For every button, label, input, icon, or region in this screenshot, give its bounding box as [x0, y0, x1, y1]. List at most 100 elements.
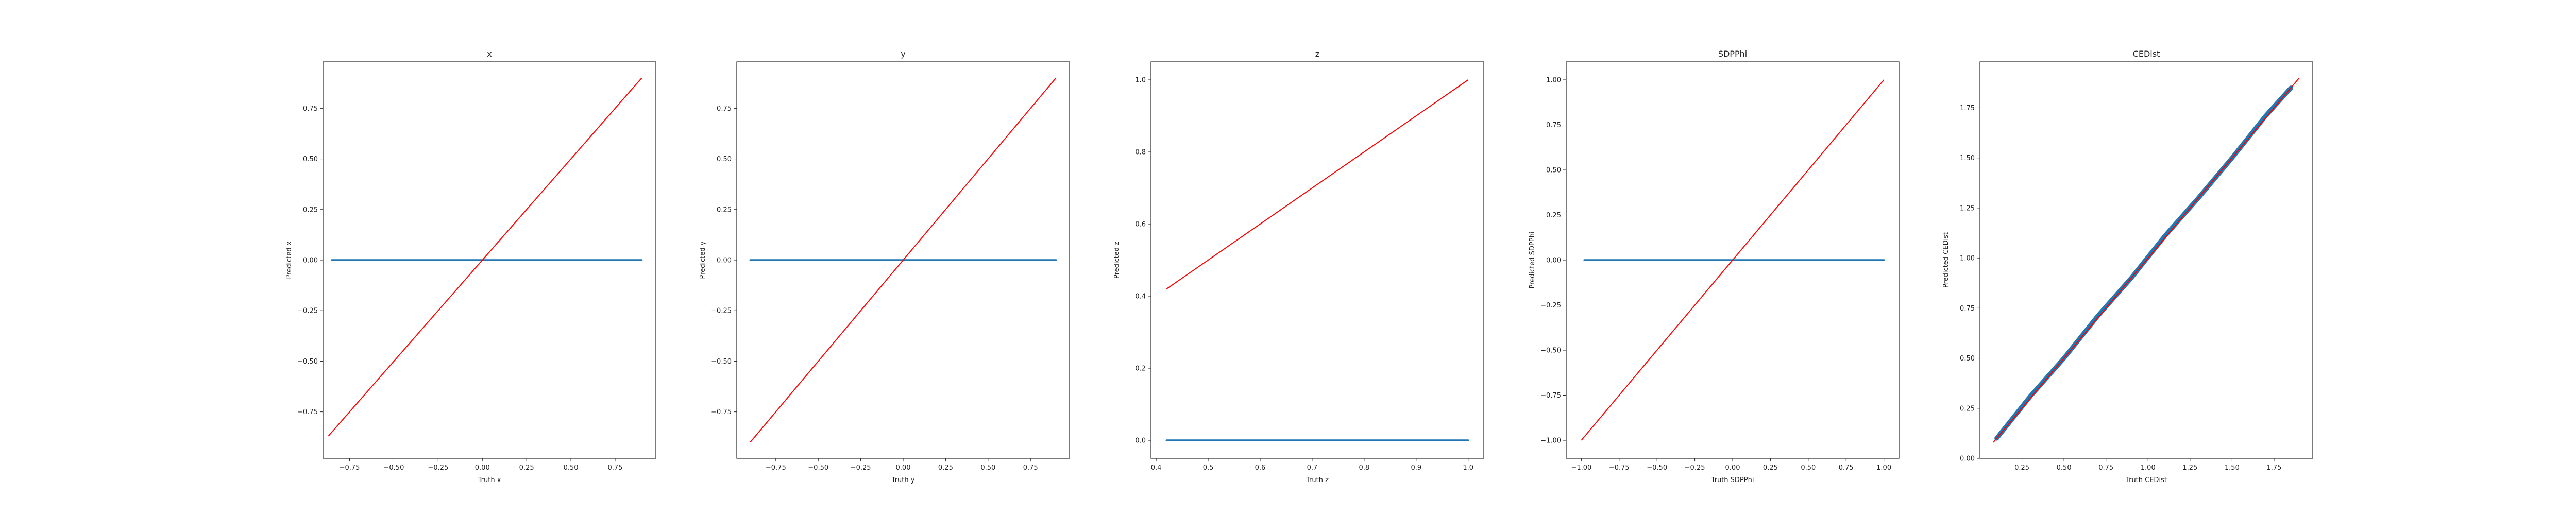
plot-area	[1993, 77, 2300, 443]
x-tick-label: 0.50	[1801, 464, 1816, 472]
x-tick-label: 0.00	[896, 464, 911, 472]
y-tick-label: 0.75	[1546, 122, 1561, 129]
y-tick-label: 0.25	[303, 206, 318, 214]
y-tick-label: −0.50	[1540, 347, 1561, 355]
x-tick-label: 0.25	[519, 464, 534, 472]
y-tick-label: 0.00	[1546, 257, 1561, 265]
y-tick-label: 0.8	[1135, 149, 1146, 157]
x-tick-label: −1.00	[1571, 464, 1591, 472]
y-tick-label: 1.0	[1135, 77, 1146, 84]
y-tick-label: 1.25	[1960, 204, 1975, 212]
data-point	[1467, 439, 1469, 441]
panel-2: 0.4 0.5 0.6 0.7 0.8 0.9 1.0 0.0 0.2 0.4 0.6 0.8 1.0 z…	[1113, 49, 1484, 484]
x-tick-label: 0.7	[1307, 464, 1318, 472]
x-tick-label: 0.9	[1411, 464, 1421, 472]
y-tick-label: 0.00	[717, 257, 732, 265]
axes-frame	[1150, 61, 1484, 459]
y-tick-label: 0.2	[1135, 365, 1146, 373]
chart-title: x	[487, 49, 492, 59]
diagonal-line	[1166, 79, 1469, 289]
x-tick-label: 0.4	[1151, 464, 1162, 472]
data-point	[1883, 259, 1885, 261]
y-tick-label: 1.00	[1960, 255, 1975, 263]
y-axis-label: Predicted x	[285, 241, 293, 279]
y-axis-label: Predicted z	[1113, 242, 1121, 279]
x-tick-label: 0.5	[1203, 464, 1214, 472]
x-tick-label: 1.25	[2182, 464, 2197, 472]
x-tick-label: 0.75	[1023, 464, 1038, 472]
y-tick-label: −1.00	[1540, 437, 1561, 445]
x-tick-label: 1.50	[2225, 464, 2240, 472]
x-tick-label: 0.00	[1725, 464, 1740, 472]
y-tick-label: 0.75	[1960, 305, 1975, 313]
x-tick-label: 0.75	[607, 464, 622, 472]
y-axis-label: Predicted y	[699, 241, 707, 279]
x-tick-label: 1.75	[2266, 464, 2281, 472]
diagonal-line	[1581, 79, 1885, 441]
x-axis-label: Truth CEDist	[2125, 476, 2167, 484]
x-tick-label: 0.75	[2098, 464, 2113, 472]
x-axis-label: Truth z	[1306, 476, 1329, 484]
y-tick-label: 0.0	[1135, 437, 1146, 445]
y-tick-label: 0.00	[303, 257, 318, 265]
y-tick-label: 0.6	[1135, 221, 1146, 229]
data-point	[1055, 259, 1057, 261]
y-tick-label: 1.75	[1960, 105, 1975, 112]
data-point	[1583, 259, 1585, 261]
x-axis-label: Truth x	[478, 476, 501, 484]
y-tick-label: −0.25	[297, 307, 318, 315]
chart-title: z	[1315, 49, 1319, 59]
x-tick-label: 1.00	[1876, 464, 1891, 472]
x-tick-label: 0.6	[1255, 464, 1266, 472]
chart-title: SDPPhi	[1718, 49, 1747, 59]
y-tick-label: 0.50	[717, 156, 732, 163]
x-tick-label: −0.50	[384, 464, 404, 472]
y-tick-label: −0.25	[1540, 302, 1561, 310]
y-tick-label: 0.25	[717, 206, 732, 214]
plot-area	[749, 77, 1057, 443]
y-tick-label: 1.50	[1960, 154, 1975, 162]
x-tick-label: −0.50	[808, 464, 828, 472]
x-axis-label: Truth y	[891, 476, 915, 484]
panel-1: −0.75 −0.50 −0.25 0.00 0.25 0.50 0.75 −0.75 −0.5…	[699, 49, 1070, 484]
axes-frame	[1979, 61, 2313, 459]
y-tick-label: 0.75	[717, 105, 732, 113]
y-tick-label: −0.75	[711, 408, 732, 416]
x-tick-label: 0.25	[2014, 464, 2029, 472]
x-tick-label: −0.25	[1685, 464, 1705, 472]
x-tick-label: 0.50	[980, 464, 995, 472]
y-tick-label: 0.00	[1960, 455, 1975, 463]
diagonal-line	[328, 77, 642, 437]
x-tick-label: −0.75	[1609, 464, 1630, 472]
data-point	[331, 259, 333, 261]
x-tick-label: −0.25	[851, 464, 871, 472]
panel-0: −0.75 −0.50 −0.25 0.00 0.25 0.50 0.75 −0.75 −0.5…	[285, 49, 656, 484]
x-tick-label: −0.50	[1647, 464, 1667, 472]
x-tick-label: 1.00	[2141, 464, 2156, 472]
x-tick-label: 0.25	[1763, 464, 1778, 472]
chart-title: CEDist	[2133, 49, 2160, 59]
y-tick-label: 0.50	[1960, 355, 1975, 363]
y-tick-label: 0.4	[1135, 293, 1146, 301]
y-tick-label: 0.50	[303, 156, 318, 163]
x-tick-label: 0.8	[1359, 464, 1370, 472]
plot-area	[1581, 79, 1885, 441]
x-tick-label: 0.50	[2057, 464, 2072, 472]
x-tick-label: −0.75	[340, 464, 360, 472]
diagonal-line	[1993, 77, 2300, 443]
panel-4: 0.25 0.50 0.75 1.00 1.25 1.50 1.75 0.00 0.25 0.50…	[1942, 49, 2313, 484]
y-tick-label: −0.50	[297, 358, 318, 366]
x-axis-label: Truth SDPPhi	[1711, 476, 1754, 484]
plot-area	[328, 77, 643, 437]
data-point	[641, 259, 643, 261]
x-tick-label: 0.50	[564, 464, 579, 472]
x-tick-label: 1.0	[1463, 464, 1473, 472]
y-tick-label: 0.25	[1960, 405, 1975, 413]
series-line	[1994, 85, 2294, 441]
diagonal-line	[750, 77, 1057, 443]
data-point	[749, 259, 751, 261]
y-tick-label: 0.50	[1546, 167, 1561, 175]
y-tick-label: 0.75	[303, 105, 318, 113]
x-tick-label: 0.25	[938, 464, 953, 472]
y-tick-label: −0.75	[297, 408, 318, 416]
